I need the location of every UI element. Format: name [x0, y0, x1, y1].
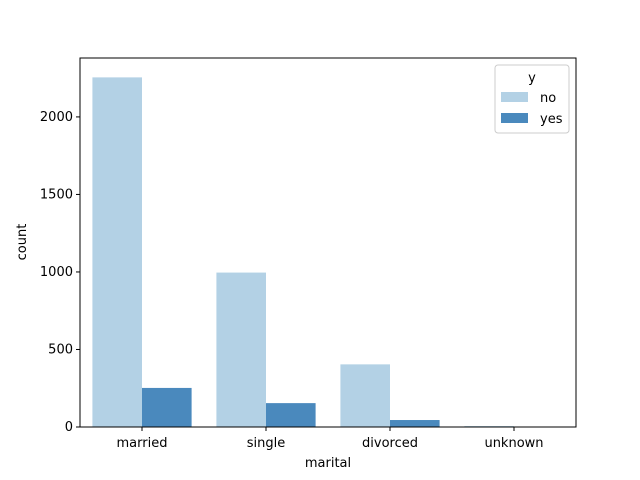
bar-single-yes [266, 403, 316, 427]
plot-frame [79, 57, 577, 428]
bar-single-no [216, 272, 266, 427]
legend-title: y [528, 71, 536, 86]
y-tick-label: 1500 [40, 187, 73, 202]
bar-divorced-no [340, 364, 390, 427]
y-tick-label: 2000 [40, 110, 73, 125]
y-axis-ticks: 0 500 1000 1500 2000 [40, 110, 80, 435]
x-axis-ticks: married single divorced unknown [117, 427, 544, 451]
bars-layer [92, 77, 564, 427]
y-tick-label: 1000 [40, 265, 73, 280]
x-tick-label: divorced [362, 436, 418, 451]
legend-swatch-no [501, 92, 528, 102]
legend: y no yes [494, 64, 570, 134]
legend-label-no: no [540, 91, 556, 106]
y-tick-label: 0 [65, 420, 73, 435]
y-axis-label: count [15, 224, 30, 261]
x-tick-label: married [117, 436, 168, 451]
bar-married-no [92, 77, 142, 427]
y-tick-label: 500 [48, 342, 73, 357]
bar-married-yes [142, 387, 192, 427]
x-tick-label: single [247, 436, 286, 451]
x-axis-label: marital [305, 456, 351, 471]
legend-swatch-yes [501, 113, 528, 123]
x-tick-label: unknown [484, 436, 543, 451]
legend-label-yes: yes [540, 112, 563, 127]
bar-divorced-yes [390, 420, 440, 427]
